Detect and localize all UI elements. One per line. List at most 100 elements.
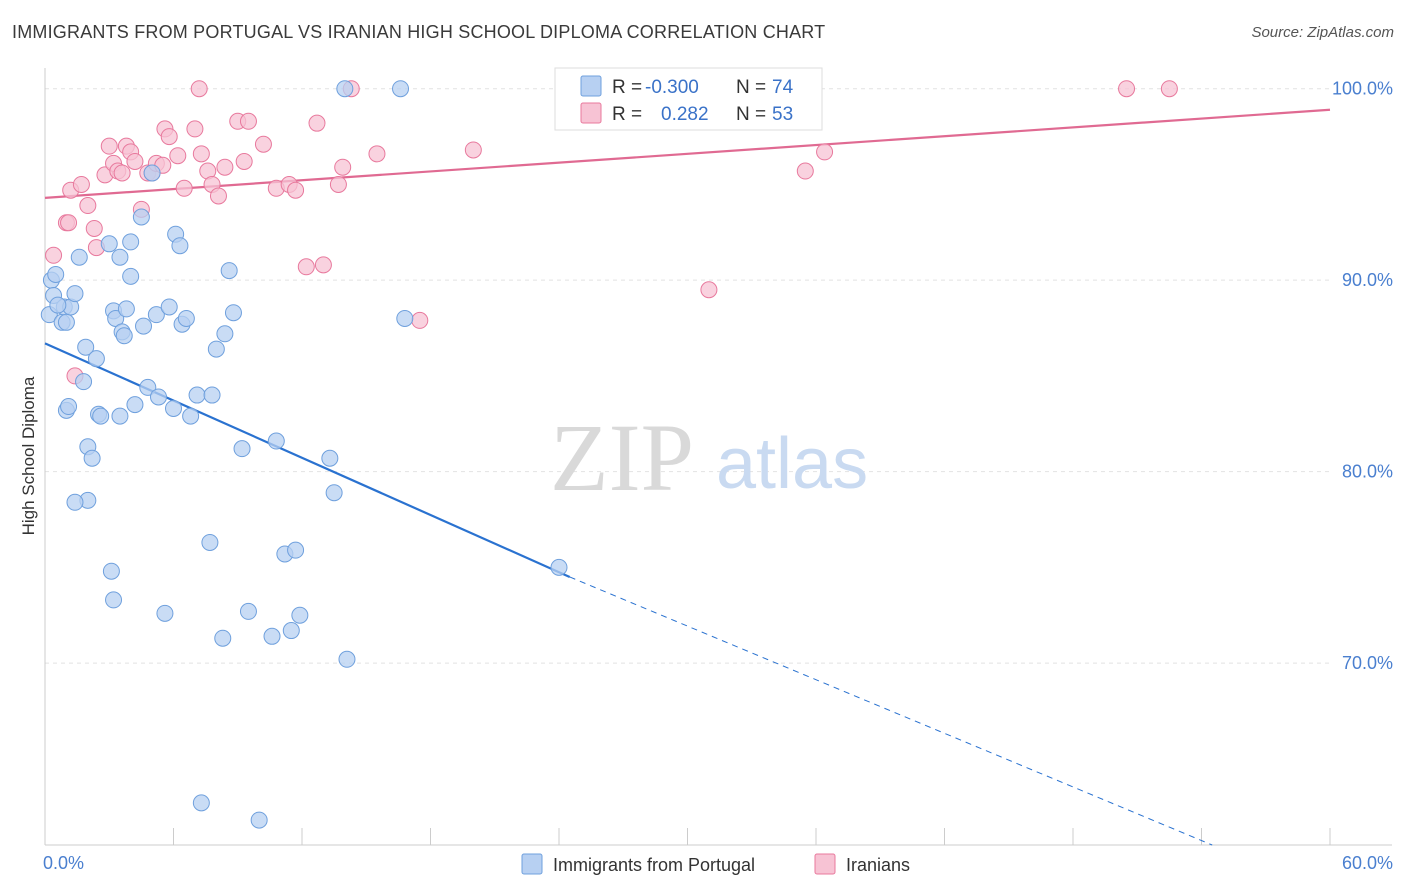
portugal-point-43 <box>177 309 195 327</box>
portugal-point-73 <box>111 407 129 425</box>
portugal-point-68 <box>396 309 414 327</box>
x-tick-label-0: 0.0% <box>43 853 84 873</box>
iranians-point-5 <box>72 175 90 193</box>
portugal-point-9 <box>70 248 88 266</box>
portugal-point-45 <box>188 386 206 404</box>
legend-swatch-iranians <box>580 102 602 124</box>
iranians-point-31 <box>209 187 227 205</box>
iranians-point-16 <box>126 152 144 170</box>
portugal-points <box>40 80 568 829</box>
portugal-point-33 <box>139 378 157 396</box>
iranians-point-26 <box>186 120 204 138</box>
portugal-point-30 <box>126 396 144 414</box>
portugal-point-18 <box>92 407 110 425</box>
portugal-point-60 <box>282 622 300 640</box>
bottom-legend-swatch-portugal <box>521 853 543 875</box>
portugal-point-44 <box>182 407 200 425</box>
portugal-point-69 <box>550 558 568 576</box>
legend-r-label-iranians: R = <box>612 104 642 125</box>
portugal-point-3 <box>47 265 65 283</box>
x-tick-labels: 0.0% 60.0% <box>43 853 1393 873</box>
iranians-point-53 <box>1160 80 1178 98</box>
iranians-point-40 <box>297 258 315 276</box>
portugal-point-22 <box>102 562 120 580</box>
y-tick-labels: 70.0% 80.0% 90.0% 100.0% <box>1332 79 1393 673</box>
legend-r-value-iranians: 0.282 <box>661 104 709 125</box>
iranians-point-27 <box>190 80 208 98</box>
iranians-point-34 <box>235 152 253 170</box>
portugal-point-39 <box>165 399 182 417</box>
portugal-point-53 <box>224 304 242 322</box>
chart-title: IMMIGRANTS FROM PORTUGAL VS IRANIAN HIGH… <box>12 22 826 42</box>
portugal-point-49 <box>207 340 225 358</box>
portugal-point-56 <box>250 811 268 829</box>
portugal-point-67 <box>392 80 410 98</box>
portugal-point-34 <box>143 164 161 182</box>
bottom-legend-label-portugal: Immigrants from Portugal <box>553 855 755 875</box>
legend-n-label-iranians: N = <box>736 104 766 125</box>
y-tick-label-0: 70.0% <box>1342 653 1393 673</box>
portugal-point-36 <box>150 388 168 406</box>
trend-line-portugal <box>44 342 571 578</box>
portugal-point-10 <box>75 373 93 391</box>
iranians-point-2 <box>60 214 78 232</box>
iranians-point-32 <box>216 158 234 176</box>
portugal-point-26 <box>115 327 133 345</box>
bottom-legend-swatch-iranians <box>814 853 836 875</box>
portugal-point-11 <box>77 338 95 356</box>
iranians-point-28 <box>192 145 210 163</box>
trend-lines <box>44 108 1331 846</box>
y-tick-label-2: 90.0% <box>1342 270 1393 290</box>
portugal-point-50 <box>214 629 232 647</box>
portugal-point-54 <box>233 440 251 458</box>
portugal-point-27 <box>117 300 135 318</box>
portugal-point-63 <box>321 449 339 467</box>
portugal-point-8 <box>66 285 84 303</box>
portugal-point-35 <box>147 306 165 324</box>
portugal-point-58 <box>267 432 285 450</box>
y-tick-label-3: 100.0% <box>1332 79 1393 99</box>
portugal-point-57 <box>263 627 281 645</box>
iranians-point-44 <box>334 158 352 176</box>
portugal-point-51 <box>216 325 234 343</box>
portugal-point-6 <box>57 313 75 331</box>
y-tick-label-1: 80.0% <box>1342 462 1393 482</box>
portugal-point-24 <box>111 248 129 266</box>
portugal-point-23 <box>105 591 123 609</box>
portugal-point-65 <box>336 80 354 98</box>
portugal-point-62 <box>291 606 309 624</box>
iranians-point-7 <box>85 219 103 237</box>
watermark: ZIP atlas <box>550 404 868 511</box>
iranians-point-10 <box>100 137 118 155</box>
iranians-point-42 <box>314 256 332 274</box>
portugal-point-13 <box>83 449 101 467</box>
portugal-point-52 <box>220 262 238 280</box>
portugal-point-19 <box>100 235 118 253</box>
legend-r-value-portugal: -0.300 <box>645 77 699 98</box>
legend-n-value-portugal: 74 <box>772 77 794 98</box>
bottom-legend-label-iranians: Iranians <box>846 855 910 875</box>
iranians-point-13 <box>113 164 131 182</box>
iranians-point-25 <box>175 179 193 197</box>
iranians-point-39 <box>287 181 305 199</box>
portugal-point-55 <box>239 602 257 620</box>
iranians-point-47 <box>411 311 429 329</box>
portugal-point-66 <box>338 650 356 668</box>
portugal-point-47 <box>201 533 219 551</box>
watermark-atlas: atlas <box>716 424 868 504</box>
portugal-point-37 <box>156 604 174 622</box>
portugal-point-64 <box>325 484 343 502</box>
iranians-point-43 <box>329 175 347 193</box>
portugal-point-16 <box>87 350 105 368</box>
iranians-point-49 <box>700 281 718 299</box>
portugal-point-71 <box>66 493 84 511</box>
portugal-point-46 <box>192 794 210 812</box>
trend-line-iranians <box>44 108 1331 199</box>
portugal-point-29 <box>122 267 140 285</box>
iranians-point-52 <box>1118 80 1136 98</box>
iranians-point-51 <box>816 143 834 161</box>
iranians-point-35 <box>239 112 257 130</box>
portugal-point-41 <box>171 237 189 255</box>
iranians-point-23 <box>160 128 178 146</box>
